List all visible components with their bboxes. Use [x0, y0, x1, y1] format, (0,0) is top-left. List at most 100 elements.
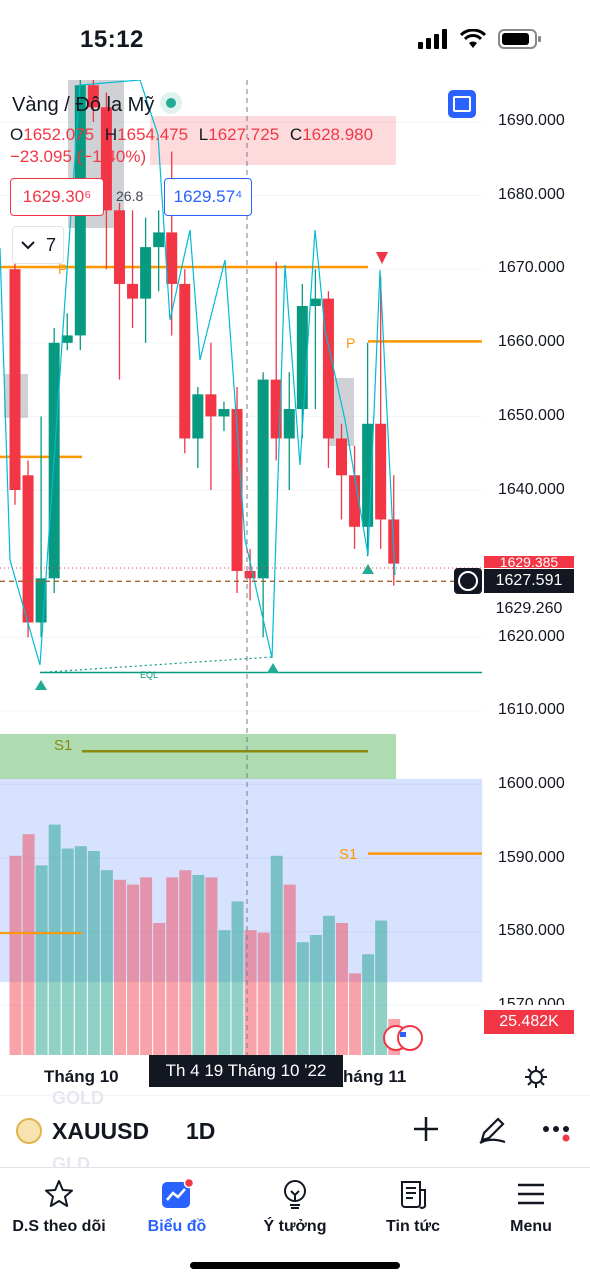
signal-icon	[418, 29, 447, 49]
candle-body	[349, 475, 361, 527]
ohlc-legend: O1652.075 H1654.475 L1627.725 C1628.980 …	[10, 124, 373, 168]
volume-bar	[336, 923, 348, 1055]
volume-bar	[48, 824, 61, 1055]
candle-body	[322, 298, 334, 439]
tab-watchlist[interactable]: D.S theo dõi	[0, 1178, 118, 1236]
volume-bar	[166, 877, 179, 1055]
fullscreen-icon[interactable]	[448, 90, 476, 118]
sell-button[interactable]: 1629.30⁶	[10, 178, 104, 216]
candle-body	[205, 394, 217, 417]
more-icon[interactable]	[542, 1114, 572, 1144]
symbol-search-button[interactable]: XAUUSD	[52, 1118, 150, 1144]
price-label-below: 1629.260	[484, 597, 574, 621]
tab-menu[interactable]: Menu	[472, 1178, 590, 1236]
candle-body	[87, 85, 99, 108]
candle-body	[336, 438, 347, 476]
candle-body	[309, 298, 321, 306]
add-alert-button[interactable]	[454, 568, 482, 594]
blue-zone	[0, 778, 483, 983]
time-axis[interactable]: Tháng 10 Th 4 19 Tháng 10 '22 háng 11	[0, 1055, 590, 1095]
wifi-icon	[460, 29, 486, 48]
close-key: C	[289, 125, 303, 144]
spread-value: 26.8	[116, 188, 144, 204]
buy-button[interactable]: 1629.57⁴	[164, 178, 252, 216]
volume-bar	[113, 879, 126, 1055]
candle-body	[192, 394, 204, 439]
candle-body	[61, 335, 73, 343]
volume-bar	[349, 973, 362, 1055]
supply-zone	[150, 116, 396, 165]
plus-icon[interactable]	[412, 1114, 440, 1144]
candle-body	[22, 475, 34, 623]
price-axis-label: 1580.000	[498, 922, 565, 939]
indicators-collapse-button[interactable]: 7	[12, 226, 64, 264]
tab-news[interactable]: Tin tức	[354, 1178, 472, 1236]
drawing-pen-icon[interactable]	[476, 1114, 508, 1146]
price-axis-label: 1650.000	[498, 407, 565, 424]
volume-bar	[309, 935, 322, 1055]
open-value: 1652.075	[23, 125, 95, 144]
us-flag-icon	[397, 1025, 423, 1051]
eql-dotted-line	[39, 656, 273, 674]
tab-ideas[interactable]: Ý tưởng	[236, 1178, 354, 1236]
volume-bar	[244, 930, 257, 1055]
last-price-tag: 1629.385	[484, 556, 574, 568]
status-time: 15:12	[80, 26, 144, 53]
tab-label: Tin tức	[386, 1218, 440, 1235]
swing-high-marker-icon	[376, 252, 388, 264]
low-key: L	[198, 125, 209, 144]
status-bar: 15:12	[0, 0, 590, 80]
price-axis-label: 1670.000	[498, 259, 565, 276]
candle-body	[35, 578, 47, 623]
chevron-down-icon	[21, 241, 35, 250]
candle-body	[375, 423, 387, 520]
candle-body	[153, 232, 165, 248]
candle-body	[218, 409, 230, 417]
settings-gear-icon[interactable]	[524, 1065, 548, 1089]
volume-bar	[231, 901, 244, 1055]
crosshair-price-tag: 1627.591	[484, 569, 574, 593]
chart-symbol-title[interactable]: Vàng / Đô la Mỹ	[12, 92, 183, 117]
crosshair-date-label: Th 4 19 Tháng 10 '22	[149, 1055, 343, 1087]
candle-body	[362, 423, 374, 527]
tab-label: Ý tưởng	[263, 1218, 327, 1235]
price-axis-label: 1690.000	[498, 112, 565, 129]
battery-icon	[498, 29, 541, 49]
bottom-tab-bar: D.S theo dõi Biểu đồ Ý tưởng Tin tức Men…	[0, 1167, 590, 1280]
price-axis-label: 1660.000	[498, 333, 565, 350]
candle-body	[296, 306, 308, 410]
price-chart[interactable]	[0, 80, 590, 1055]
us-flag-icon	[400, 1032, 406, 1037]
tab-label: Menu	[510, 1218, 552, 1235]
chart-title-text: Vàng / Đô la Mỹ	[12, 94, 155, 116]
volume-bar	[283, 884, 296, 1055]
volume-bar	[22, 834, 35, 1055]
zigzag-line	[0, 80, 396, 666]
tab-chart[interactable]: Biểu đồ	[118, 1178, 236, 1236]
candle-body	[283, 409, 295, 439]
price-axis-label: 1680.000	[498, 186, 565, 203]
time-axis-month: háng 11	[343, 1067, 407, 1086]
swing-low-marker-icon	[267, 663, 279, 673]
high-key: H	[104, 125, 118, 144]
volume-bar	[257, 932, 270, 1055]
candle-body	[179, 283, 191, 439]
candle-body	[231, 409, 243, 571]
candle-body	[270, 379, 282, 439]
chart-icon	[162, 1178, 194, 1208]
s1-label-right: S1	[339, 846, 358, 863]
status-icons	[418, 28, 542, 50]
chart-area[interactable]	[0, 80, 590, 1055]
candle-body	[140, 247, 152, 299]
interval-button[interactable]: 1D	[186, 1118, 216, 1144]
support-zone	[0, 734, 396, 779]
home-indicator	[190, 1262, 400, 1269]
candle-body	[100, 107, 112, 211]
pivot-label-right: P	[346, 335, 356, 351]
symbol-toolbar: GOLD GLD XAUUSD 1D	[0, 1088, 590, 1174]
lightbulb-icon	[284, 1180, 306, 1209]
volume-bar	[127, 884, 140, 1055]
price-axis-label: 1590.000	[498, 849, 565, 866]
volume-bar	[9, 855, 22, 1055]
candle-body	[166, 232, 178, 284]
